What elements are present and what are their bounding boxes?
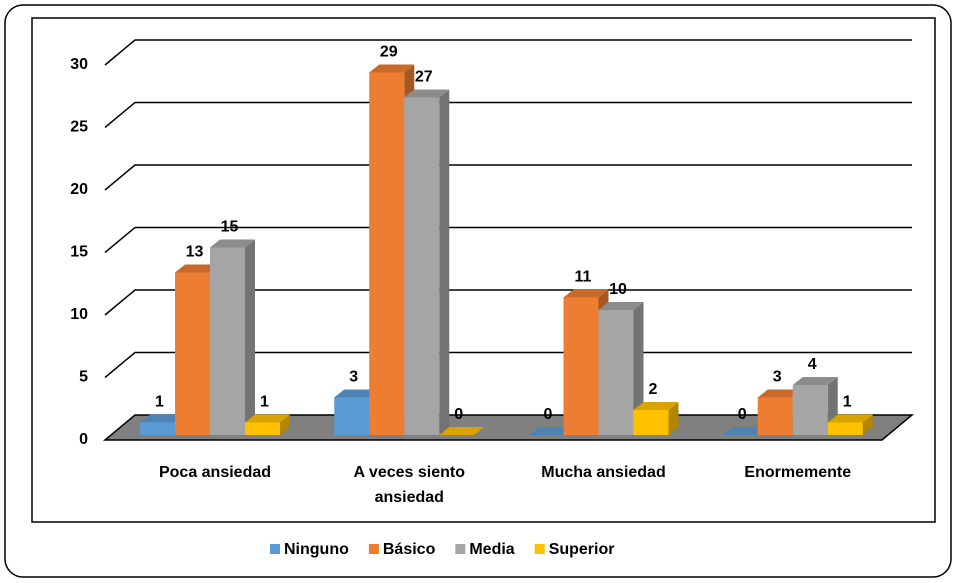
- bar-side: [245, 239, 255, 435]
- data-label: 0: [454, 406, 463, 423]
- bar-top: [245, 414, 290, 423]
- bar-top: [140, 414, 185, 423]
- bar: [563, 297, 599, 435]
- y-tick-label: 0: [79, 431, 88, 448]
- grid-line: [104, 101, 912, 129]
- y-tick-label: 25: [70, 119, 88, 136]
- legend-swatch: [534, 544, 545, 554]
- data-label: 15: [221, 219, 239, 236]
- bar-top: [792, 377, 838, 385]
- data-label: 1: [260, 394, 269, 411]
- y-tick-label: 10: [70, 306, 88, 323]
- bar-top: [633, 402, 679, 410]
- bar: [792, 385, 828, 435]
- grid-line: [104, 289, 912, 316]
- bar: [404, 97, 440, 435]
- legend-label: Media: [469, 541, 514, 558]
- bar: [598, 310, 634, 435]
- legend-label: Básico: [383, 541, 436, 558]
- x-tick-label: Poca ansiedad: [158, 464, 272, 481]
- grid-line: [104, 351, 912, 379]
- bar-top: [334, 389, 380, 398]
- y-tick-label: 30: [70, 56, 88, 73]
- bar: [140, 422, 175, 435]
- data-label: 29: [380, 44, 398, 61]
- y-tick-label: 15: [70, 244, 88, 261]
- legend-label: Superior: [549, 541, 615, 558]
- bar-top: [210, 239, 255, 248]
- y-tick-label: 20: [70, 181, 88, 198]
- legend-label: Ninguno: [284, 541, 349, 558]
- bar: [210, 247, 245, 435]
- bar: [334, 397, 370, 435]
- bar-side: [633, 302, 644, 435]
- grid-line: [104, 39, 912, 66]
- bar: [245, 422, 280, 435]
- bar-top: [563, 289, 609, 298]
- plot-frame: [31, 17, 936, 523]
- floor: [102, 414, 915, 441]
- data-label: 10: [609, 281, 627, 298]
- bar-top: [722, 427, 768, 435]
- bar-top: [757, 389, 803, 398]
- bar: [827, 422, 863, 435]
- bar-side: [862, 414, 873, 435]
- bar-top: [439, 427, 485, 435]
- data-label: 3: [349, 369, 358, 386]
- x-tick-label: Enormemente: [744, 464, 852, 481]
- x-tick-label: A veces siento ansiedad: [353, 464, 465, 506]
- bar-top: [404, 89, 450, 98]
- bar-top: [827, 414, 873, 423]
- data-label: 27: [415, 69, 433, 86]
- data-label: 11: [575, 269, 592, 286]
- data-label: 2: [649, 381, 658, 398]
- x-tick-label: Mucha ansiedad: [541, 464, 666, 481]
- bar-side: [280, 414, 290, 435]
- bar-top: [528, 427, 574, 435]
- grid-line: [104, 164, 912, 191]
- grid-line: [104, 226, 912, 254]
- data-label: 0: [738, 406, 747, 423]
- bar: [369, 72, 405, 435]
- data-label: 0: [544, 406, 553, 423]
- bar: [175, 272, 210, 435]
- bar-top: [175, 264, 220, 273]
- bar: [757, 397, 793, 435]
- y-tick-label: 5: [79, 369, 88, 386]
- bar-top: [598, 302, 644, 310]
- bar-top: [369, 64, 415, 73]
- data-label: 4: [808, 356, 817, 373]
- bar-side: [668, 402, 679, 435]
- data-label: 1: [843, 394, 852, 411]
- bar: [633, 410, 669, 435]
- data-label: 13: [186, 244, 204, 261]
- legend-swatch: [368, 544, 379, 554]
- bar-side: [439, 89, 450, 435]
- data-label: 3: [773, 369, 782, 386]
- legend-swatch: [270, 544, 280, 554]
- data-label: 1: [155, 394, 164, 411]
- legend-swatch: [455, 544, 466, 554]
